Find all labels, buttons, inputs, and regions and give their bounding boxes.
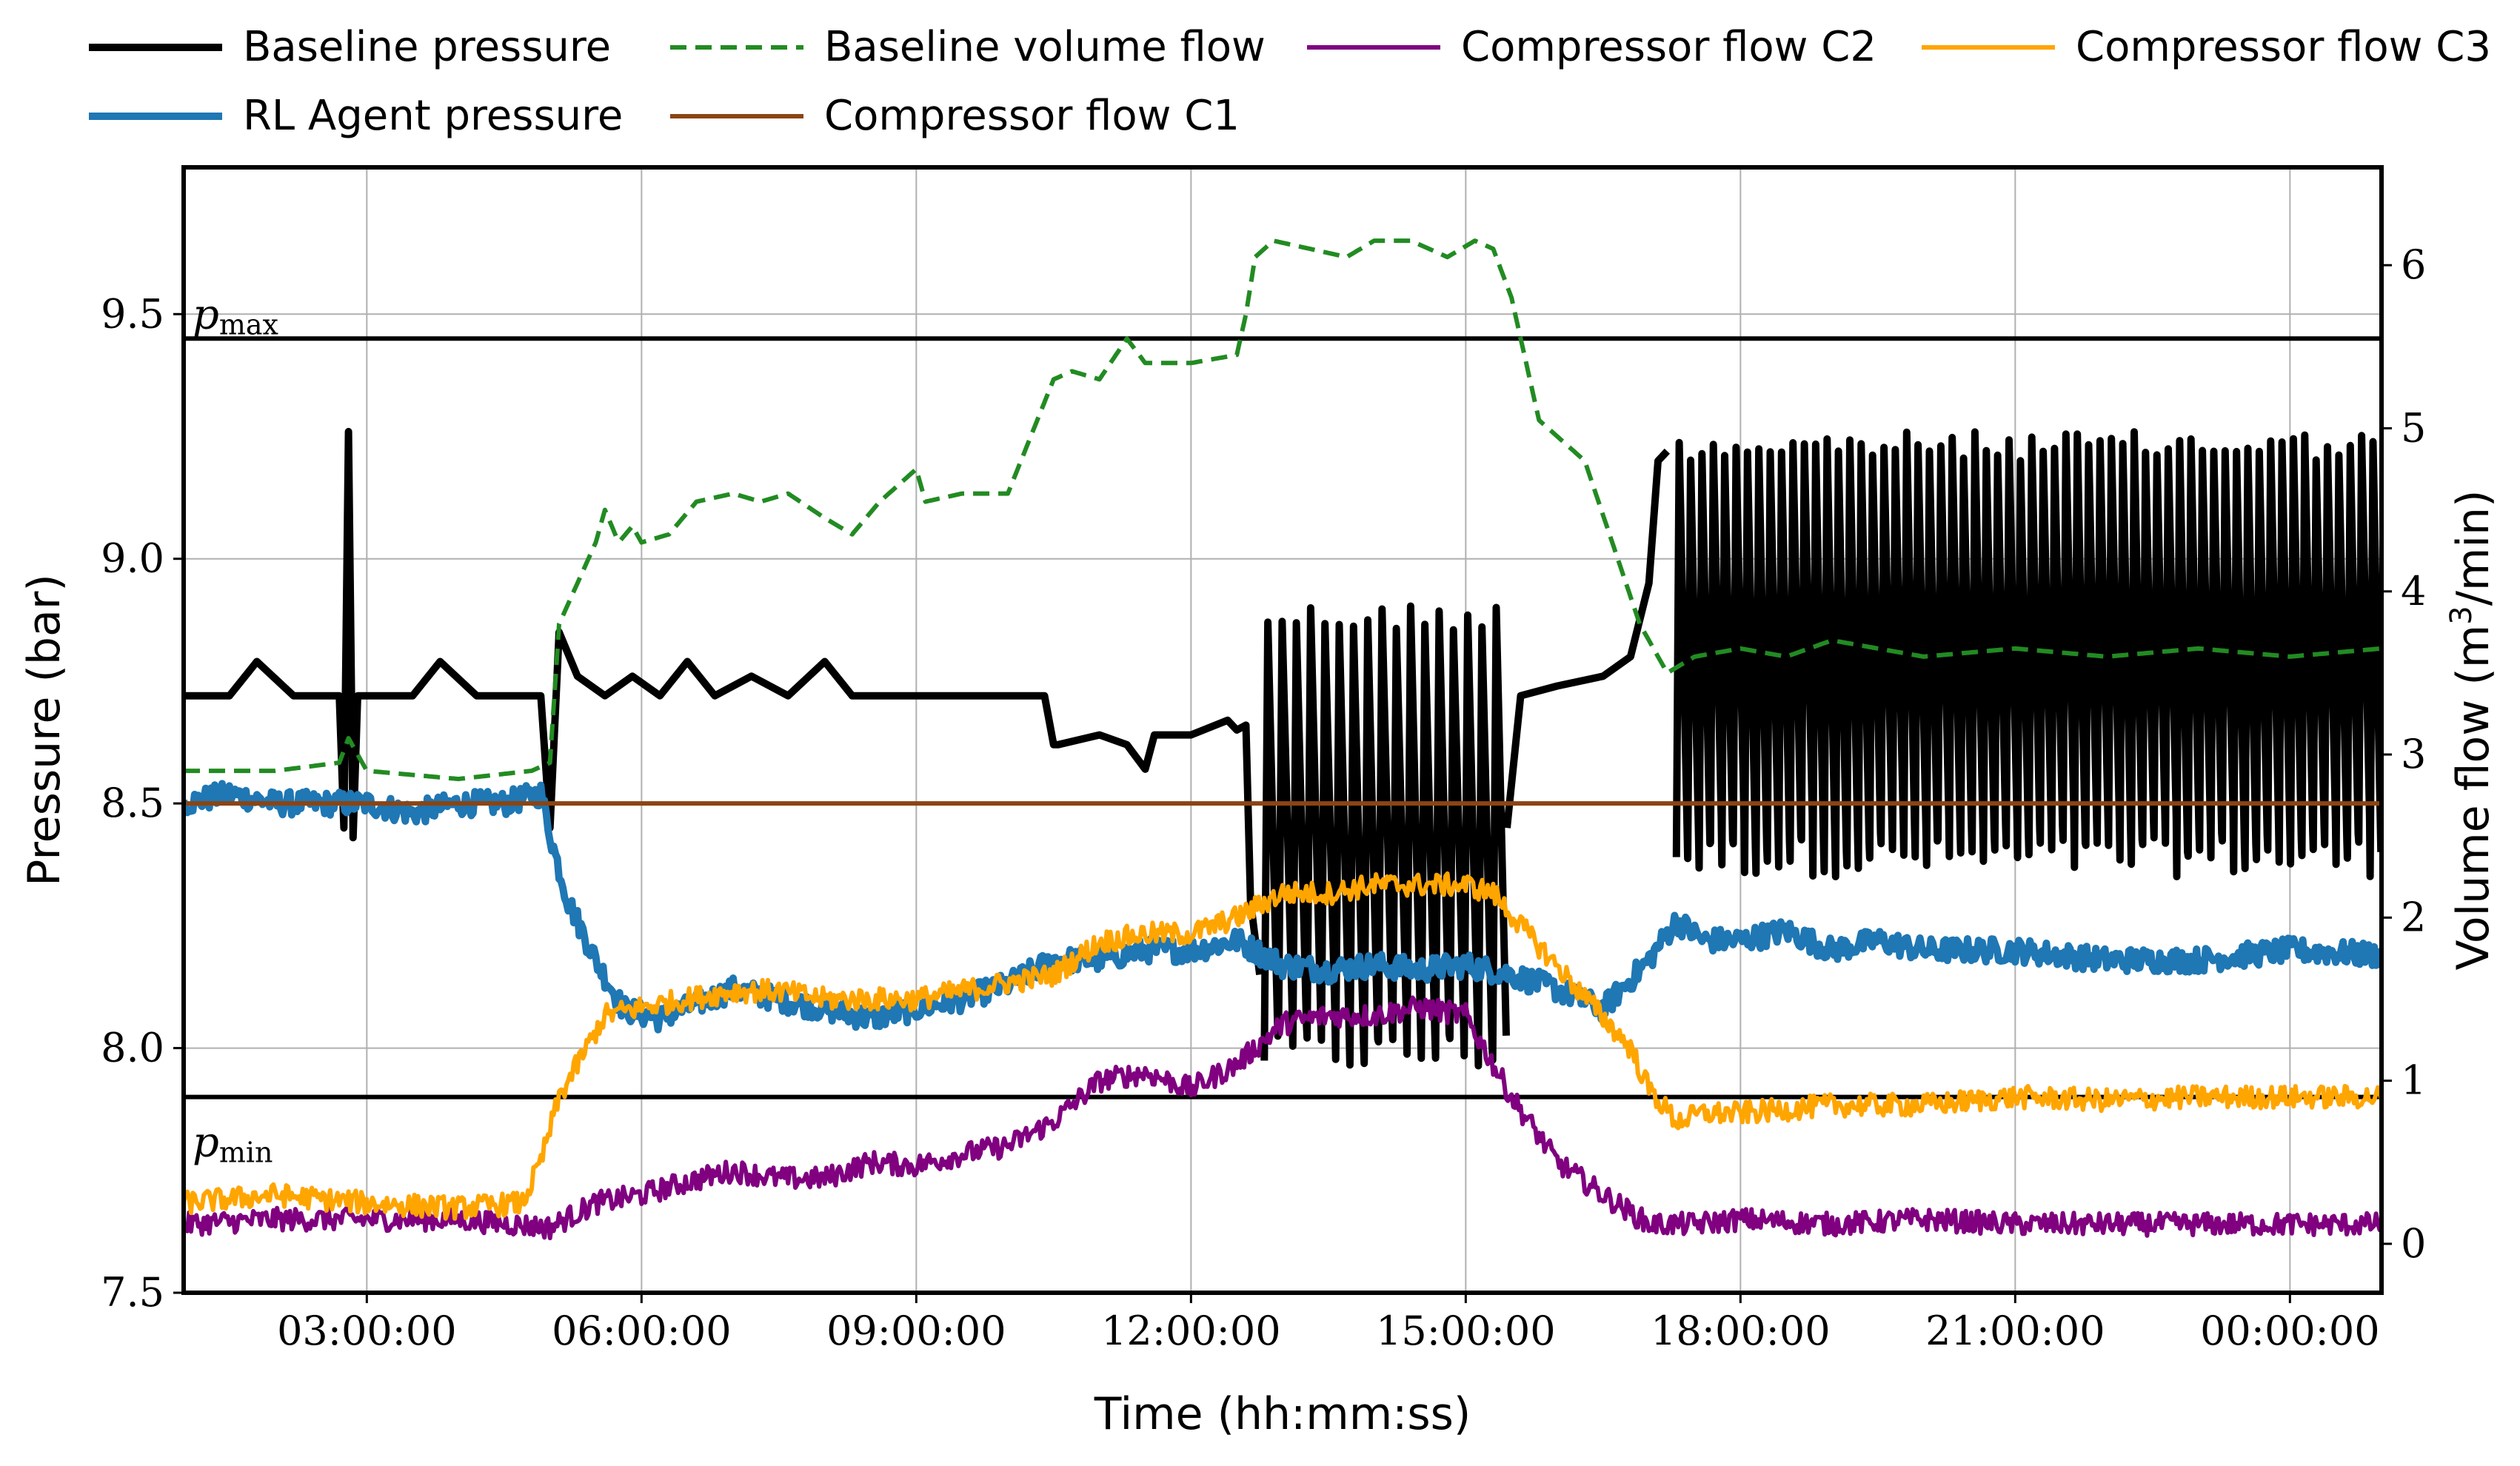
- x-tick-label: 03:00:00: [277, 1308, 457, 1354]
- legend-label: Baseline volume flow: [824, 23, 1266, 71]
- legend-entry: Baseline pressure: [89, 23, 611, 71]
- y-right-tick-label: 3: [2401, 731, 2426, 777]
- y-tick-label: 8.5: [101, 780, 164, 826]
- x-tick-label: 18:00:00: [1651, 1308, 1831, 1354]
- y-tick-label: 9.5: [101, 290, 164, 337]
- x-tick-label: 06:00:00: [552, 1308, 732, 1354]
- x-tick-label: 12:00:00: [1101, 1308, 1281, 1354]
- reference-line-label-main: p: [193, 1119, 219, 1167]
- reference-line-label-sub: min: [219, 1137, 273, 1169]
- series-baseline-pressure-cycling-region: [1260, 602, 1510, 1070]
- legend: Baseline pressure Baseline volume flow Com…: [89, 23, 2491, 140]
- legend-label: RL Agent pressure: [243, 92, 623, 140]
- legend-entry: Compressor flow C1: [670, 92, 1240, 140]
- legend-label: Compressor flow C1: [824, 92, 1240, 140]
- reference-line-label-main: p: [193, 290, 219, 338]
- legend-label: Baseline pressure: [243, 23, 611, 71]
- y-tick-label: 9.0: [101, 535, 164, 582]
- legend-entry: Compressor flow C3: [1922, 23, 2491, 71]
- y-right-tick-label: 4: [2401, 568, 2426, 615]
- series-baseline-volume-flow-line: [184, 238, 2382, 782]
- y-right-axis-title-sup: 3: [2444, 606, 2479, 624]
- x-tick-label: 15:00:00: [1376, 1308, 1556, 1354]
- series-compressor-flow-c2-line: [184, 995, 2382, 1241]
- y-axis-title: Pressure (bar): [19, 574, 70, 886]
- y-right-axis-title-prefix: Volume flow (m: [2447, 625, 2499, 971]
- legend-entry: Baseline volume flow: [670, 23, 1266, 71]
- series-compressor-flow-c3-line: [184, 871, 2382, 1221]
- x-tick-label: 00:00:00: [2200, 1308, 2380, 1354]
- series-baseline-pressure-line-after: [1503, 448, 1671, 829]
- y-tick-label: 7.5: [101, 1269, 164, 1316]
- y-right-tick-label: 1: [2401, 1057, 2426, 1104]
- plot-frame: [181, 165, 2384, 1295]
- series-rl-agent-pressure-line: [184, 780, 2382, 1034]
- reference-line-label: pmax: [193, 290, 278, 341]
- reference-line-label: pmin: [193, 1119, 273, 1169]
- y-right-axis-title-suffix: /min): [2447, 490, 2499, 606]
- y-right-tick-label: 0: [2401, 1220, 2426, 1267]
- series-baseline-pressure-cycling-region: [1672, 428, 2382, 880]
- series-baseline-pressure-line: [184, 427, 1264, 976]
- y-right-tick-label: 2: [2401, 894, 2426, 940]
- x-axis-title: Time (hh:mm:ss): [1094, 1388, 1471, 1440]
- legend-label: Compressor flow C3: [2076, 23, 2491, 71]
- legend-entry: RL Agent pressure: [89, 92, 623, 140]
- y-right-tick-label: 6: [2401, 241, 2426, 288]
- y-tick-label: 8.0: [101, 1025, 164, 1071]
- y-right-axis-title: Volume flow (m3/min): [2444, 490, 2499, 971]
- reference-line-label-sub: max: [219, 308, 278, 341]
- y-right-tick-label: 5: [2401, 404, 2426, 451]
- series: [184, 238, 2382, 1241]
- x-tick-label: 21:00:00: [1925, 1308, 2105, 1354]
- ticks: 03:00:00 06:00:00 09:00:00 12:00:00 15:00:00…: [101, 241, 2426, 1354]
- x-tick-label: 09:00:00: [826, 1308, 1006, 1354]
- legend-entry: Compressor flow C2: [1307, 23, 1876, 71]
- legend-label: Compressor flow C2: [1461, 23, 1876, 71]
